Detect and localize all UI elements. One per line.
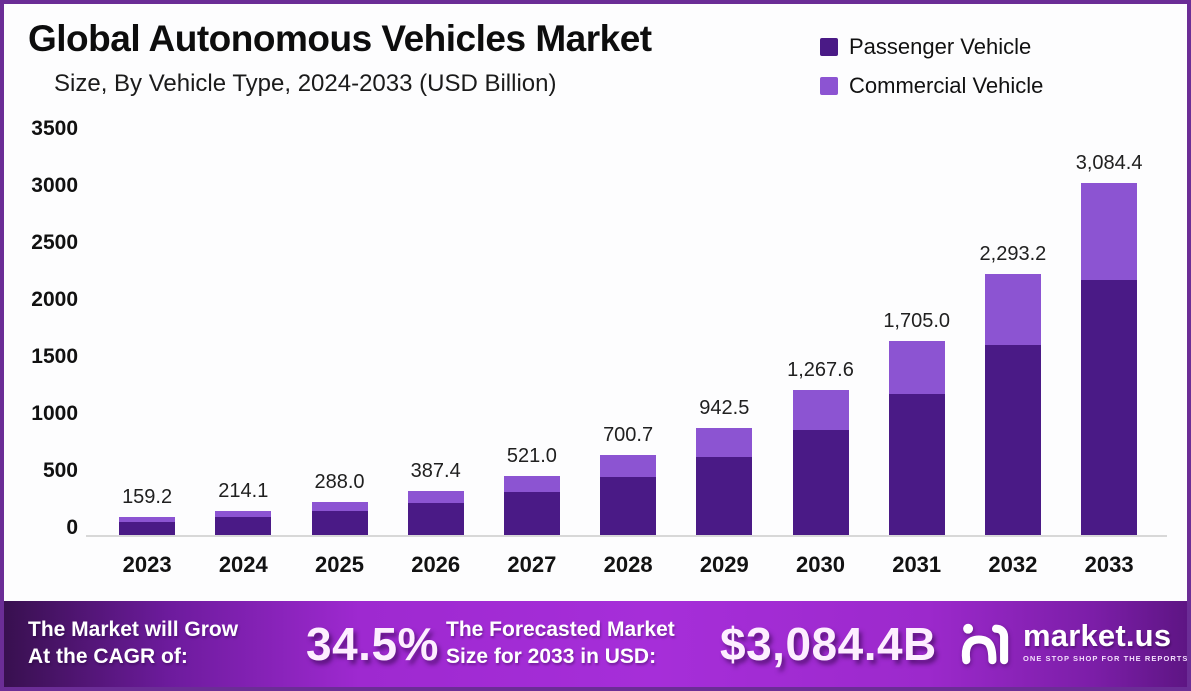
bar-total-label: 942.5 xyxy=(699,396,750,419)
bar-total-label: 700.7 xyxy=(603,424,654,447)
y-axis-tick: 2000 xyxy=(31,288,78,311)
x-axis-tick: 2025 xyxy=(315,552,364,577)
bar-total-label: 521.0 xyxy=(506,444,557,467)
commercial-swatch-icon xyxy=(820,77,838,95)
bar-segment-passenger-2028 xyxy=(600,477,657,535)
logo-tagline: ONE STOP SHOP FOR THE REPORTS xyxy=(1023,654,1189,663)
forecast-caption: The Forecasted Market Size for 2033 in U… xyxy=(446,618,675,668)
x-axis-tick: 2032 xyxy=(988,552,1038,577)
bar-segment-commercial-2028 xyxy=(600,455,657,478)
y-axis-tick: 0 xyxy=(66,516,78,539)
x-axis-tick: 2027 xyxy=(507,552,557,577)
bar-total-label: 1,705.0 xyxy=(883,309,951,332)
bar-segment-passenger-2023 xyxy=(119,521,176,535)
page-title: Global Autonomous Vehicles Market xyxy=(28,18,652,59)
bar-segment-commercial-2032 xyxy=(984,273,1041,346)
bar-segment-passenger-2033 xyxy=(1081,280,1138,535)
bar-segment-passenger-2030 xyxy=(792,430,849,535)
stacked-bar-chart: 3500 3000 2500 2000 1500 1000 500 0 159.2 2023 21… xyxy=(4,4,1187,687)
cagr-value: 34.5% xyxy=(306,618,439,670)
cagr-caption: The Market will Grow At the CAGR of: xyxy=(28,618,239,668)
y-axis-tick: 1000 xyxy=(31,402,78,425)
y-axis-tick: 3500 xyxy=(31,117,78,140)
y-axis-tick: 500 xyxy=(42,459,78,482)
y-axis-tick: 3000 xyxy=(31,174,78,197)
x-axis-tick: 2033 xyxy=(1084,552,1134,577)
bar-segment-commercial-2033 xyxy=(1081,183,1138,281)
footer-banner: The Market will Grow At the CAGR of: 34.… xyxy=(4,601,1187,687)
legend-label: Passenger Vehicle xyxy=(849,34,1032,59)
legend-item-passenger: Passenger Vehicle xyxy=(820,34,1043,60)
page-subtitle: Size, By Vehicle Type, 2024-2033 (USD Bi… xyxy=(54,70,557,97)
bar-segment-passenger-2029 xyxy=(696,457,753,535)
x-axis-tick: 2029 xyxy=(699,552,749,577)
bar-segment-commercial-2027 xyxy=(503,475,560,492)
y-axis-tick: 2500 xyxy=(31,231,78,254)
bar-segment-commercial-2023 xyxy=(119,516,176,522)
bar-segment-commercial-2031 xyxy=(888,340,945,395)
bar-segment-passenger-2027 xyxy=(503,491,560,535)
bar-total-label: 288.0 xyxy=(314,471,365,494)
bar-segment-passenger-2025 xyxy=(311,511,368,535)
bar-total-label: 387.4 xyxy=(410,459,461,482)
x-axis-tick: 2031 xyxy=(892,552,942,577)
bar-total-label: 214.1 xyxy=(218,479,269,502)
marketus-logo-icon xyxy=(961,623,1009,665)
bar-segment-passenger-2026 xyxy=(407,502,464,535)
bar-segment-commercial-2026 xyxy=(407,490,464,503)
bar-segment-commercial-2024 xyxy=(215,510,272,518)
bar-total-label: 159.2 xyxy=(122,485,173,508)
bar-segment-passenger-2032 xyxy=(984,345,1041,535)
bar-total-label: 3,084.4 xyxy=(1075,152,1143,175)
logo-name: market.us xyxy=(1023,618,1172,653)
legend-label: Commercial Vehicle xyxy=(849,73,1044,98)
bar-segment-passenger-2031 xyxy=(888,394,945,535)
x-axis-tick: 2026 xyxy=(411,552,461,577)
y-axis-tick: 1500 xyxy=(31,345,78,368)
bar-segment-passenger-2024 xyxy=(215,517,272,535)
legend: Passenger Vehicle Commercial Vehicle xyxy=(820,34,1043,112)
bar-total-label: 2,293.2 xyxy=(979,242,1047,265)
x-axis-tick: 2030 xyxy=(796,552,845,577)
bar-segment-commercial-2030 xyxy=(792,390,849,431)
x-axis-tick: 2023 xyxy=(122,552,172,577)
marketus-logo: market.us ONE STOP SHOP FOR THE REPORTS xyxy=(960,618,1189,669)
bar-segment-commercial-2029 xyxy=(696,427,753,458)
bar-total-label: 1,267.6 xyxy=(787,359,854,382)
bar-segment-commercial-2025 xyxy=(311,502,368,512)
x-axis-tick: 2024 xyxy=(218,552,268,577)
x-axis-line xyxy=(86,535,1167,537)
passenger-swatch-icon xyxy=(820,38,838,56)
forecast-value: $3,084.4B xyxy=(720,618,937,670)
x-axis-tick: 2028 xyxy=(603,552,653,577)
legend-item-commercial: Commercial Vehicle xyxy=(820,73,1043,99)
